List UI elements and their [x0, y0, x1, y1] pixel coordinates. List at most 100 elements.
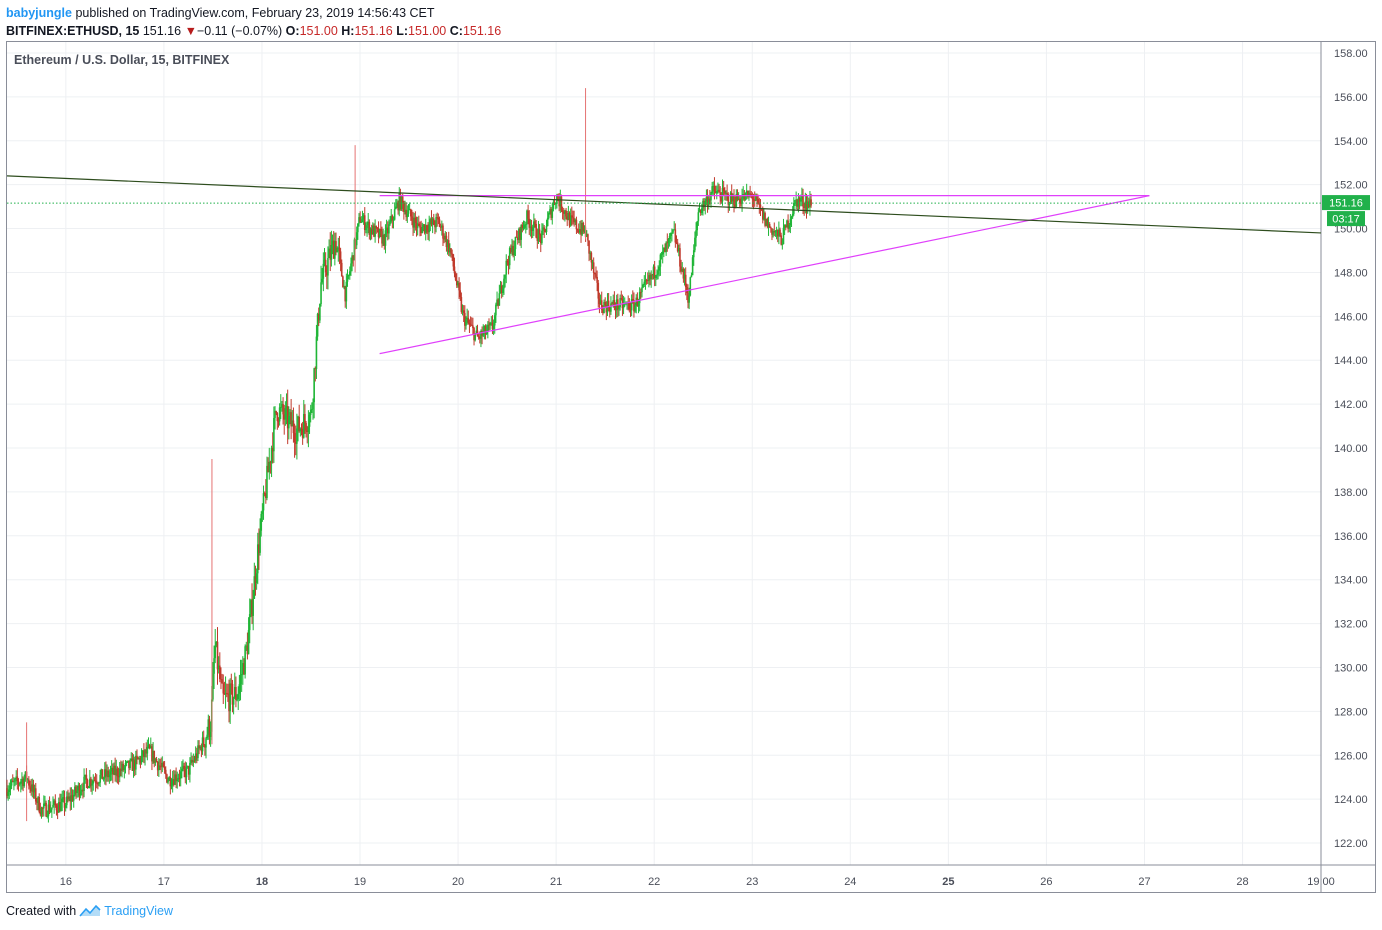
candle-body [571, 215, 573, 217]
candle-body [291, 420, 294, 427]
candle-body [660, 254, 663, 256]
candle-body [539, 234, 542, 244]
candle-body [238, 684, 241, 694]
candle-body [311, 409, 313, 410]
candle-body [505, 260, 508, 275]
candle-body [219, 665, 221, 680]
candle-body [129, 759, 131, 769]
candle-body [24, 771, 27, 779]
candle-body [64, 805, 67, 808]
candle-body [773, 231, 776, 233]
y-tick-label: 124.00 [1334, 794, 1368, 806]
candle-body [481, 331, 483, 336]
candle-body [787, 220, 789, 229]
candle-body [292, 420, 295, 434]
countdown-tag-label: 03:17 [1332, 214, 1360, 226]
candle-body [745, 190, 748, 194]
tradingview-logo-icon[interactable] [79, 904, 101, 918]
candle-body [232, 697, 235, 705]
candle-body [683, 274, 686, 279]
candle-body [380, 228, 382, 232]
candle-body [98, 782, 100, 784]
candle-body [9, 785, 12, 790]
candle-body [465, 319, 467, 326]
candle-body [106, 770, 108, 777]
tradingview-brand[interactable]: TradingView [104, 904, 173, 918]
candle-body [305, 423, 307, 431]
candle-body [597, 282, 600, 299]
candle-body [182, 765, 184, 769]
candle-body [488, 324, 490, 326]
candle-body [252, 598, 254, 616]
candle-body [582, 223, 585, 232]
candle-body [100, 769, 103, 775]
candle-body [761, 209, 764, 220]
candle-body [427, 230, 429, 233]
candle-body [549, 209, 551, 214]
candle-body [395, 206, 397, 210]
candle-body [538, 229, 541, 235]
candle-body [166, 774, 168, 783]
candle-body [767, 224, 770, 227]
candle-body [438, 219, 441, 227]
candle-body [531, 227, 534, 231]
candle-body [205, 738, 207, 748]
candle-body [190, 759, 192, 763]
candle-body [795, 199, 797, 201]
candle-body [260, 513, 263, 531]
publisher-username[interactable]: babyjungle [6, 6, 72, 20]
candle-body [642, 284, 644, 288]
candle-body [283, 414, 286, 420]
candle-body [464, 312, 466, 326]
candle-body [149, 746, 152, 749]
high-value: 151.16 [354, 24, 393, 38]
candle-body [194, 753, 197, 761]
candle-body [381, 231, 383, 244]
candle-body [369, 228, 372, 235]
candle-body [470, 324, 473, 326]
candle-body [614, 306, 617, 311]
candle-body [628, 303, 631, 310]
candle-body [591, 262, 594, 264]
candle-body [713, 186, 716, 192]
candle-body [193, 760, 196, 762]
candle-body [709, 198, 711, 201]
x-tick-label: 25 [942, 876, 954, 888]
candle-body [489, 323, 491, 326]
candle-body [359, 217, 361, 223]
candle-body [485, 330, 488, 335]
candle-body [13, 781, 15, 783]
candle-body [786, 220, 788, 228]
candle-body [681, 268, 684, 272]
candle-body [110, 767, 113, 772]
candle-body [568, 212, 571, 226]
candle-body [162, 762, 165, 767]
candle-body [428, 224, 430, 233]
x-tick-label: 23 [746, 876, 758, 888]
candle-body [156, 761, 159, 771]
footer: Created with TradingView [6, 904, 173, 918]
candle-body [768, 224, 771, 228]
candle-body [82, 789, 84, 791]
candle-body [8, 789, 11, 792]
candle-body [178, 777, 181, 779]
x-tick-label: 28 [1236, 876, 1248, 888]
y-tick-label: 140.00 [1334, 443, 1368, 455]
candle-body [501, 288, 504, 293]
chart-frame[interactable] [6, 41, 1376, 893]
candle-body [230, 683, 233, 685]
descending-trend-line [6, 175, 1322, 234]
candle-body [604, 302, 606, 305]
candle-body [656, 274, 658, 276]
candle-body [765, 218, 768, 226]
candle-body [51, 807, 53, 810]
candle-body [798, 197, 801, 202]
candle-body [107, 770, 110, 778]
candle-body [684, 274, 687, 288]
candle-body [97, 783, 99, 785]
candle-body [526, 210, 528, 225]
candle-body [48, 804, 51, 812]
candle-body [120, 768, 122, 772]
candle-body [399, 192, 402, 209]
